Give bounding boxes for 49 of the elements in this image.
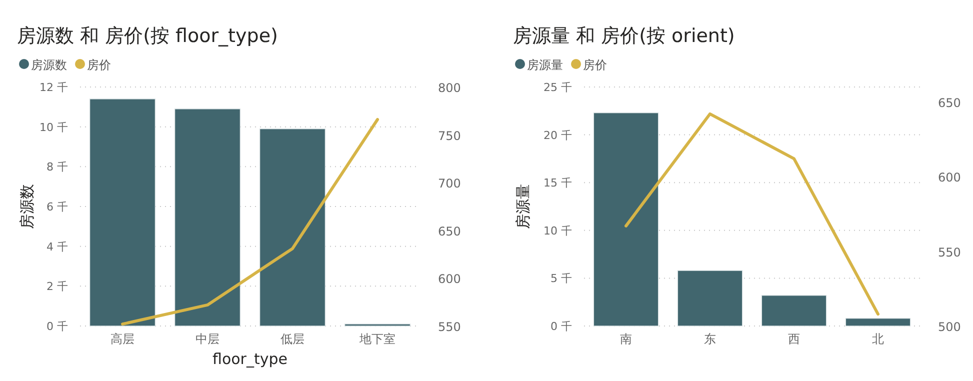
y-axis-title: 房源数 [18, 184, 36, 229]
x-axis-title: floor_type [212, 350, 288, 368]
legend-label: 房源量 [527, 58, 563, 72]
y-tick-label: 5 千 [550, 272, 572, 286]
x-tick-label: 地下室 [358, 332, 396, 346]
y2-tick-label: 550 [938, 245, 961, 260]
y-tick-label: 4 千 [46, 240, 68, 254]
x-tick-label: 南 [620, 332, 632, 346]
y-tick-label: 6 千 [46, 200, 68, 214]
y2-tick-label: 750 [438, 128, 461, 143]
y-tick-label: 15 千 [544, 176, 572, 190]
bar [259, 128, 326, 326]
x-tick-label: 西 [788, 332, 800, 346]
bar [845, 318, 911, 326]
x-tick-label: 北 [872, 332, 884, 346]
y-tick-label: 10 千 [544, 224, 572, 238]
x-tick-label: 低层 [280, 332, 304, 346]
y-tick-label: 10 千 [40, 120, 68, 134]
y-tick-label: 0 千 [550, 320, 572, 333]
y2-tick-label: 550 [438, 320, 461, 334]
y2-tick-label: 500 [938, 320, 961, 334]
legend-label: 房价 [87, 58, 111, 72]
text: 房源数 [31, 58, 67, 72]
bar [677, 270, 743, 326]
x-tick-label: 高层 [110, 332, 134, 346]
bar [593, 112, 659, 326]
y-tick-label: 25 千 [544, 81, 572, 94]
y2-tick-label: 600 [438, 272, 461, 286]
y2-tick-label: 650 [438, 224, 461, 238]
bar [174, 108, 241, 326]
chart-title: 房源数 和 房价(按 floor_type) [17, 25, 278, 47]
x-tick-label: 东 [704, 332, 716, 346]
y2-tick-label: 600 [938, 170, 961, 185]
line-series [121, 118, 379, 326]
y-tick-label: 0 千 [46, 320, 68, 333]
y-tick-label: 12 千 [40, 81, 68, 94]
y-tick-label: 8 千 [46, 160, 68, 174]
y2-tick-label: 650 [938, 96, 961, 110]
bar [761, 295, 827, 326]
bar [89, 98, 156, 326]
x-tick-label: 中层 [196, 332, 220, 346]
y2-tick-label: 800 [438, 81, 461, 95]
y-tick-label: 2 千 [46, 280, 68, 294]
chart-title: 房源量 和 房价(按 orient) [513, 25, 735, 47]
legend-label: 房价 [583, 58, 607, 72]
y-tick-label: 20 千 [544, 128, 572, 142]
y-axis-title: 房源量 [514, 184, 532, 229]
y2-tick-label: 700 [438, 176, 461, 191]
line-series [624, 112, 880, 316]
